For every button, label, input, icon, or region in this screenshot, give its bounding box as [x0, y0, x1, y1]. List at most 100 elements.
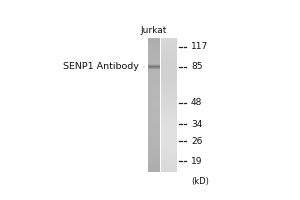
Bar: [148, 91, 160, 94]
Bar: [148, 123, 160, 125]
Bar: [161, 49, 177, 51]
Bar: [161, 103, 177, 105]
Bar: [161, 138, 177, 141]
Bar: [148, 51, 160, 53]
Bar: [161, 80, 177, 83]
Bar: [148, 65, 160, 66]
Bar: [148, 147, 160, 150]
Bar: [148, 163, 160, 165]
Bar: [161, 127, 177, 129]
Bar: [161, 145, 177, 147]
Bar: [148, 158, 160, 161]
Bar: [148, 38, 160, 40]
Bar: [148, 103, 160, 105]
Bar: [148, 120, 160, 123]
Bar: [161, 165, 177, 167]
Bar: [161, 147, 177, 150]
Bar: [161, 123, 177, 125]
Bar: [161, 69, 177, 71]
Bar: [148, 60, 160, 62]
Bar: [148, 161, 160, 163]
Bar: [161, 67, 177, 69]
Bar: [148, 49, 160, 51]
Bar: [161, 112, 177, 114]
Bar: [148, 62, 160, 65]
Bar: [161, 109, 177, 112]
Bar: [161, 74, 177, 76]
Bar: [148, 56, 160, 58]
Bar: [148, 125, 160, 127]
Bar: [161, 53, 177, 56]
Bar: [148, 58, 160, 60]
Bar: [148, 114, 160, 116]
Bar: [161, 116, 177, 118]
Bar: [148, 109, 160, 112]
Bar: [161, 154, 177, 156]
Bar: [148, 98, 160, 100]
Bar: [148, 68, 160, 69]
Bar: [161, 143, 177, 145]
Bar: [148, 127, 160, 129]
Bar: [148, 87, 160, 89]
Bar: [161, 91, 177, 94]
Bar: [161, 161, 177, 163]
Bar: [161, 98, 177, 100]
Bar: [148, 145, 160, 147]
Bar: [161, 107, 177, 109]
Bar: [148, 80, 160, 83]
Text: SENP1 Antibody: SENP1 Antibody: [63, 62, 139, 71]
Bar: [148, 141, 160, 143]
Bar: [148, 94, 160, 96]
Text: 48: 48: [191, 98, 202, 107]
Bar: [148, 118, 160, 120]
Bar: [161, 38, 177, 40]
Bar: [161, 65, 177, 67]
Bar: [148, 67, 160, 68]
Bar: [148, 167, 160, 170]
Bar: [161, 158, 177, 161]
Bar: [161, 114, 177, 116]
Bar: [161, 167, 177, 170]
Text: 34: 34: [191, 120, 202, 129]
Bar: [148, 69, 160, 71]
Bar: [161, 120, 177, 123]
Text: 117: 117: [191, 42, 208, 51]
Bar: [148, 156, 160, 158]
Bar: [148, 154, 160, 156]
Bar: [161, 76, 177, 78]
Bar: [148, 53, 160, 56]
Bar: [148, 132, 160, 134]
Text: 85: 85: [191, 62, 203, 71]
Bar: [148, 67, 160, 69]
Bar: [148, 105, 160, 107]
Bar: [148, 71, 160, 74]
Bar: [148, 76, 160, 78]
Bar: [161, 47, 177, 49]
Bar: [161, 71, 177, 74]
Bar: [161, 132, 177, 134]
Bar: [161, 96, 177, 98]
Bar: [161, 118, 177, 120]
Bar: [148, 47, 160, 49]
Bar: [161, 129, 177, 132]
Bar: [161, 163, 177, 165]
Bar: [161, 136, 177, 138]
Bar: [161, 125, 177, 127]
Bar: [161, 51, 177, 53]
Bar: [148, 65, 160, 67]
Bar: [148, 165, 160, 167]
Bar: [148, 138, 160, 141]
Bar: [148, 150, 160, 152]
Bar: [161, 62, 177, 65]
Bar: [161, 83, 177, 85]
Bar: [148, 170, 160, 172]
Bar: [148, 100, 160, 103]
Bar: [161, 42, 177, 45]
Bar: [161, 40, 177, 42]
Bar: [161, 60, 177, 62]
Bar: [148, 69, 160, 70]
Bar: [161, 152, 177, 154]
Bar: [161, 141, 177, 143]
Bar: [148, 116, 160, 118]
Bar: [161, 105, 177, 107]
